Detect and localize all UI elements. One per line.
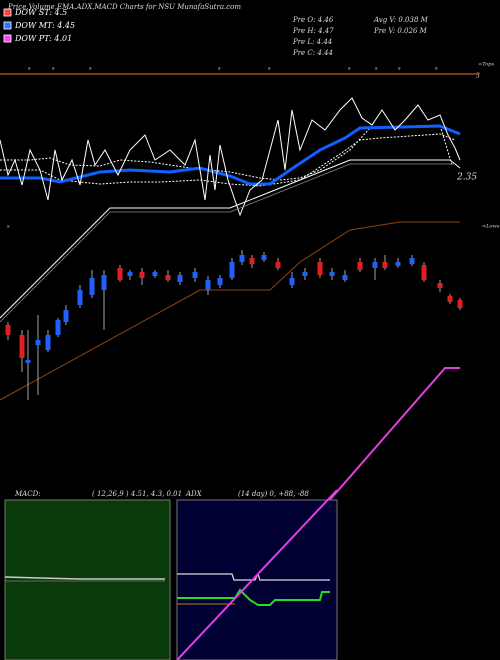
lows-label: <Lows (482, 224, 500, 230)
candle (5, 325, 11, 335)
candle (275, 262, 281, 268)
candle (101, 275, 107, 290)
candle (35, 340, 41, 345)
macd-panel (4, 499, 171, 660)
candle (249, 258, 255, 264)
info-label: Pre H: 4.47 (292, 27, 334, 35)
support-line (0, 221, 460, 401)
macd-line (4, 576, 165, 580)
candle (139, 272, 145, 278)
candle (372, 262, 378, 268)
marker: s (89, 66, 92, 72)
marker: s (348, 66, 351, 72)
candle (342, 275, 348, 280)
adx-params: (14 day) 0, +88, -88 (238, 490, 309, 498)
candle (457, 300, 463, 308)
ema-line (0, 124, 461, 186)
adx-name: ADX (185, 490, 203, 498)
candle (19, 335, 25, 358)
white-step (0, 159, 461, 319)
marker: s (218, 66, 221, 72)
candle (25, 360, 31, 363)
macd-name: MACD: (14, 490, 41, 498)
legend-swatch (3, 34, 12, 43)
candle (217, 278, 223, 285)
candle (229, 262, 235, 278)
white-step (0, 163, 455, 323)
candle (302, 272, 308, 276)
candle (409, 258, 415, 264)
info-label: Avg V: 0.038 M (373, 16, 429, 24)
candle (421, 265, 427, 280)
candle (152, 272, 158, 276)
tops-value: 3 (476, 73, 480, 80)
plus-di (177, 588, 330, 606)
candle (127, 272, 133, 276)
price-line (0, 97, 461, 217)
candle (447, 296, 453, 302)
candle (45, 335, 51, 350)
ema-dotted (0, 133, 456, 187)
marker: s (398, 66, 401, 72)
legend-label: DOW ST: 4.5 (14, 8, 67, 17)
adx-line (177, 572, 330, 581)
legend-label: DOW PT: 4.01 (14, 34, 72, 43)
marker: s (268, 66, 271, 72)
candle (165, 275, 171, 280)
candle (357, 262, 363, 270)
legend-swatch (3, 8, 12, 17)
candle (329, 272, 335, 276)
candle (89, 278, 95, 295)
info-label: Pre O: 4.46 (292, 16, 334, 24)
info-label: Pre V: 0.026 M (373, 27, 428, 35)
candle (63, 310, 69, 322)
legend-label: DOW MT: 4.45 (14, 21, 75, 30)
candle (77, 290, 83, 305)
candle (437, 283, 443, 288)
info-label: Pre C: 4.44 (292, 49, 333, 57)
marker: s (28, 66, 31, 72)
left-mark: s (7, 224, 10, 230)
candle (192, 272, 198, 278)
candle (205, 280, 211, 290)
legend-swatch (3, 21, 12, 30)
candles (5, 250, 463, 400)
candle (117, 268, 123, 280)
marker: s (435, 66, 438, 72)
candle (317, 262, 323, 275)
candle (239, 255, 245, 262)
candle (289, 278, 295, 285)
tops-label: <Tops (478, 62, 494, 68)
title: Price,Volume,EMA,ADX,MACD Charts for NSU… (7, 3, 241, 11)
pt-line (176, 489, 338, 660)
candle (55, 320, 61, 335)
macd-params: ( 12,26,9 ) 4.51, 4.3, 0.01 (92, 490, 182, 498)
level-label: 2.35 (456, 173, 477, 183)
candle (395, 262, 401, 266)
candle (382, 262, 388, 268)
info-label: Pre L: 4.44 (292, 38, 332, 46)
marker: s (375, 66, 378, 72)
candle (177, 275, 183, 282)
candle (261, 255, 267, 260)
marker: s (52, 66, 55, 72)
